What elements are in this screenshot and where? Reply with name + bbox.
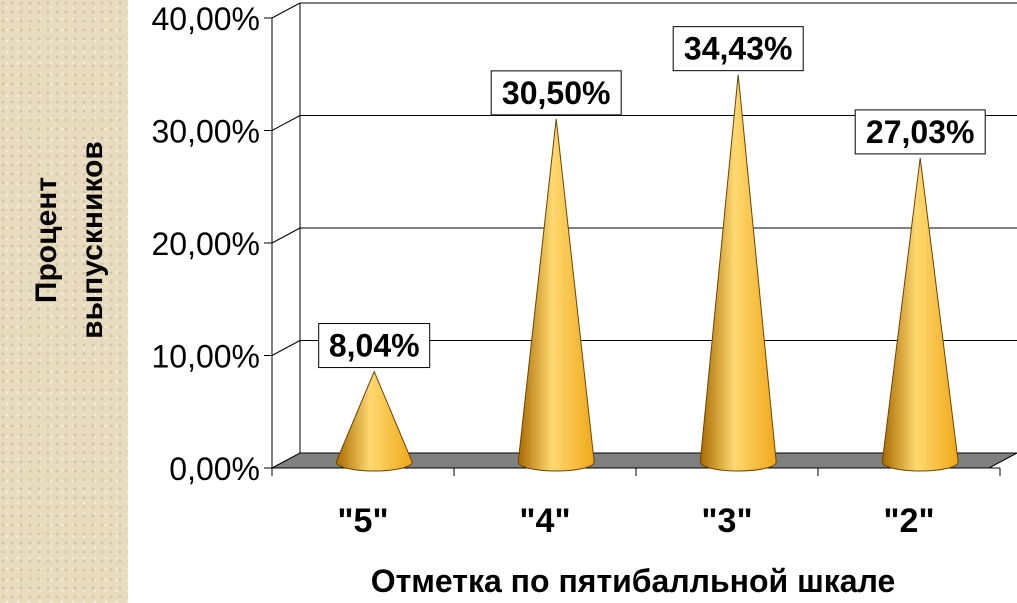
y-tick-labels: 0,00% 10,00% 20,00% 30,00% 40,00% bbox=[151, 1, 260, 487]
cone-shape bbox=[335, 370, 413, 472]
data-label: 8,04% bbox=[318, 323, 431, 369]
gridline-diagonal bbox=[271, 340, 301, 356]
gridline-diagonal bbox=[271, 227, 301, 244]
data-label-text: 27,03% bbox=[866, 114, 975, 150]
data-label-text: 8,04% bbox=[329, 328, 420, 364]
data-label-box bbox=[854, 109, 986, 155]
y-tick-label: 0,00% bbox=[169, 451, 260, 487]
cone-bar bbox=[335, 370, 413, 472]
decorative-side-strip bbox=[0, 0, 128, 603]
x-tick-labels: "5" "4" "3" "2" bbox=[337, 502, 934, 540]
x-tick-label: "2" bbox=[883, 502, 934, 540]
data-label: 34,43% bbox=[672, 26, 804, 72]
cone-bar bbox=[881, 157, 959, 472]
cone-shape bbox=[699, 74, 777, 472]
data-labels: 8,04% 30,50% 34,43% 27,03% bbox=[318, 26, 986, 369]
data-label-box bbox=[672, 26, 804, 72]
x-tick-label: "4" bbox=[519, 502, 570, 540]
cones bbox=[335, 74, 959, 472]
cone-bar bbox=[517, 118, 595, 472]
cone-bar bbox=[699, 74, 777, 472]
cone-shape bbox=[881, 157, 959, 472]
y-tick-label: 30,00% bbox=[151, 114, 260, 150]
cone-shape bbox=[517, 118, 595, 472]
data-label-box bbox=[318, 323, 431, 369]
data-label-box bbox=[490, 70, 622, 116]
x-tick-label: "3" bbox=[701, 502, 752, 540]
data-label: 30,50% bbox=[490, 70, 622, 116]
x-tick-label: "5" bbox=[337, 502, 388, 540]
y-tick-label: 20,00% bbox=[151, 226, 260, 262]
y-tick-label: 40,00% bbox=[151, 1, 260, 37]
data-label-text: 34,43% bbox=[684, 31, 793, 67]
gridline-diagonal bbox=[271, 115, 301, 131]
data-label: 27,03% bbox=[854, 109, 986, 155]
y-tick-label: 10,00% bbox=[151, 339, 260, 375]
gridline-diagonal bbox=[271, 2, 301, 19]
x-axis-label: Отметка по пятибалльной шкале bbox=[371, 563, 896, 599]
data-label-text: 30,50% bbox=[502, 75, 611, 111]
